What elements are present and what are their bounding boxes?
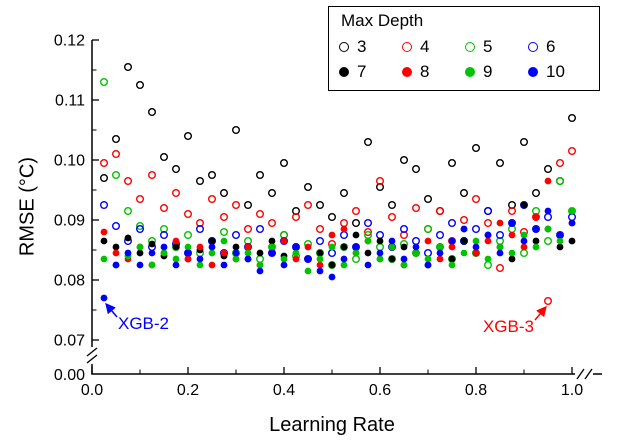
open-circle-marker-icon (339, 41, 349, 52)
legend-entry-depth-4: 4 (402, 37, 465, 57)
svg-text:0.08: 0.08 (54, 273, 85, 290)
axes (91, 40, 602, 375)
filled-circle-marker-icon (402, 66, 412, 77)
svg-text:0.4: 0.4 (273, 382, 295, 399)
svg-text:0.2: 0.2 (177, 382, 199, 399)
series-depth-6 (99, 200, 577, 263)
legend-title: Max Depth (341, 11, 424, 30)
legend-entry-label: 6 (546, 36, 556, 56)
svg-text:0.00: 0.00 (54, 367, 85, 384)
legend-entry-depth-9: 9 (465, 62, 528, 82)
legend-entry-label: 7 (357, 61, 367, 81)
svg-text:0.10: 0.10 (54, 153, 85, 170)
tick-marks-and-labels: 0.07 0.08 0.09 0.10 0.11 0.12 0.0 0.2 0.4 0.6 0.8 1… (54, 33, 583, 400)
series-depth-5 (99, 77, 577, 270)
series-depth-4 (99, 146, 577, 306)
legend-entry-label: 8 (420, 61, 430, 81)
legend-entry-label: 3 (357, 36, 367, 56)
legend-entry-depth-10: 10 (528, 62, 591, 82)
svg-text:0.11: 0.11 (55, 93, 85, 110)
series-depth-7 (100, 201, 576, 269)
legend-entry-depth-8: 8 (402, 62, 465, 82)
legend-entry-depth-6: 6 (528, 37, 591, 57)
legend: Max Depth 3 4 5 6 7 (328, 6, 600, 91)
annotation-xgb-2: XGB-2 (105, 302, 169, 333)
series-depth-8 (100, 177, 576, 269)
x-axis-title: Learning Rate (269, 414, 395, 436)
open-circle-marker-icon (528, 41, 538, 52)
axis-break-marks (85, 347, 593, 381)
filled-circle-marker-icon (339, 66, 349, 77)
legend-entry-depth-3: 3 (339, 37, 402, 57)
legend-entry-label: 10 (546, 61, 565, 81)
legend-row-filled: 7 8 9 10 (339, 59, 591, 84)
svg-text:0.12: 0.12 (54, 33, 85, 50)
legend-entry-label: 9 (483, 61, 493, 81)
legend-row-open: 3 4 5 6 (339, 34, 591, 59)
series-depth-3 (99, 63, 577, 227)
svg-text:0.6: 0.6 (369, 382, 391, 399)
svg-text:1.0: 1.0 (561, 382, 583, 399)
annotation-xgb-3: XGB-3 (483, 305, 547, 336)
svg-text:XGB-2: XGB-2 (118, 314, 169, 333)
legend-entry-depth-7: 7 (339, 62, 402, 82)
legend-entry-depth-5: 5 (465, 37, 528, 57)
y-axis-title: RMSE (°C) (16, 156, 39, 257)
legend-entry-label: 5 (483, 36, 493, 56)
open-circle-marker-icon (465, 41, 475, 52)
filled-circle-marker-icon (465, 66, 475, 77)
open-circle-marker-icon (402, 41, 412, 52)
series-depth-10 (100, 207, 576, 302)
svg-text:0.07: 0.07 (54, 333, 85, 350)
series-depth-9 (100, 207, 576, 275)
svg-text:0.8: 0.8 (465, 382, 487, 399)
svg-text:0.0: 0.0 (81, 382, 103, 399)
svg-text:XGB-3: XGB-3 (483, 317, 534, 336)
legend-entry-label: 4 (420, 36, 430, 56)
filled-circle-marker-icon (528, 66, 538, 77)
svg-text:0.09: 0.09 (54, 213, 85, 230)
